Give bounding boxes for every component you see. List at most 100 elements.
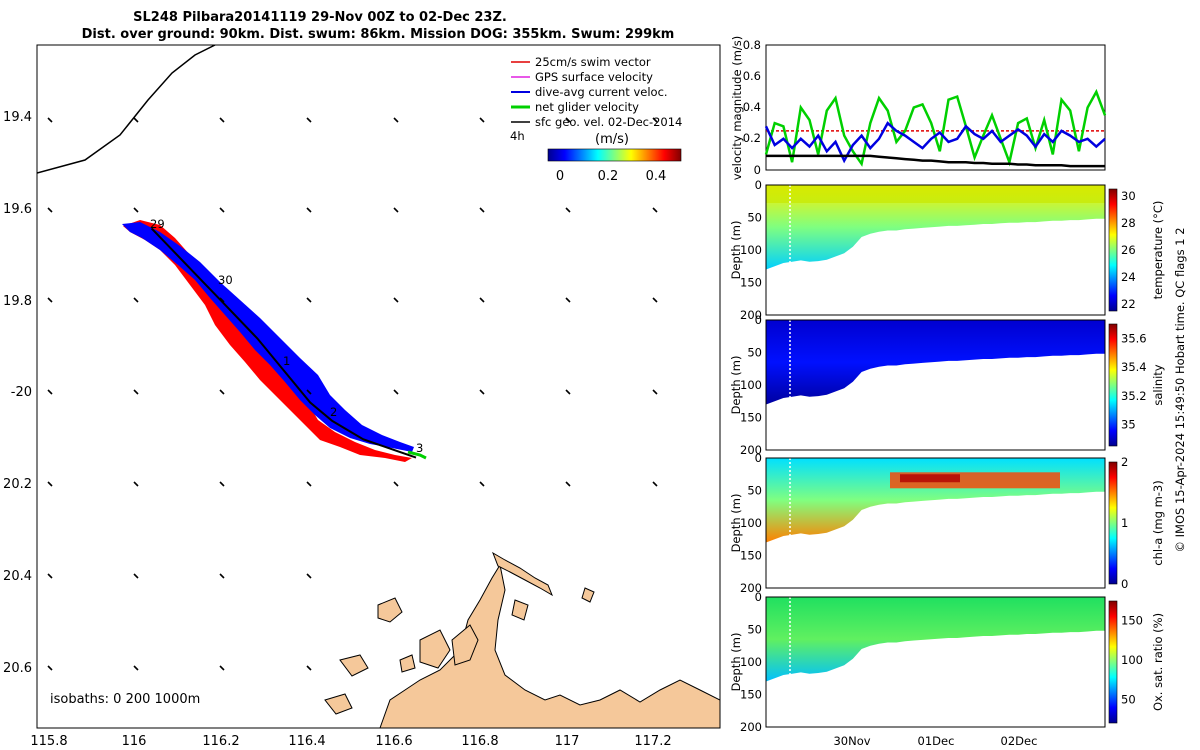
net-velocity-segment (407, 450, 427, 460)
section-y-label: Depth (m) (729, 221, 743, 280)
map-panel: 29 30 1 2 3 115.8 116 116.2 116.4 116.6 … (3, 44, 721, 749)
vel-y-label: velocity magnitude (m/s) (730, 36, 744, 181)
section-y-tick: 200 (740, 720, 762, 734)
geo-velocity-arrow (219, 207, 225, 213)
section-x-tick: 01Dec (918, 734, 955, 748)
geo-velocity-arrow (47, 389, 53, 395)
colorbar-tick: 35.4 (1121, 360, 1147, 374)
geo-velocity-arrow (306, 573, 312, 579)
velocity-series (764, 88, 1107, 168)
section-y-tick: 150 (740, 688, 762, 702)
geo-velocity-arrow (393, 117, 399, 123)
section-y-tick: 150 (740, 276, 762, 290)
colorbar-tick: 28 (1121, 216, 1136, 230)
geo-velocity-arrow (133, 207, 139, 213)
section-y-tick: 200 (740, 308, 762, 322)
map-frame (36, 44, 721, 729)
map-legend: 25cm/s swim vector GPS surface velocity … (510, 55, 682, 184)
colorbar-tick: 0 (1121, 577, 1128, 591)
section-water-column (766, 597, 1105, 682)
vel-y-tick: 0.4 (743, 100, 761, 114)
map-y-ticks: 19.4 19.6 19.8 -20 20.2 20.4 20.6 (3, 110, 32, 676)
geo-velocity-arrow (306, 389, 312, 395)
geo-velocity-arrow (652, 207, 658, 213)
geo-velocity-arrow (306, 117, 312, 123)
track-label-3: 3 (416, 441, 423, 455)
colorbar-tick: 0.2 (598, 169, 619, 184)
y-tick: 19.6 (3, 202, 32, 217)
land-islands (324, 551, 720, 728)
geo-velocity-arrow (652, 297, 658, 303)
section-y-label: Depth (m) (729, 494, 743, 553)
coastline-line (37, 45, 216, 174)
colorbar-tick: 150 (1121, 614, 1143, 628)
section-colorbar (1108, 188, 1118, 312)
section-y-tick: 100 (740, 378, 762, 392)
vel-y-tick: 0 (754, 163, 761, 177)
section-y-tick: 50 (747, 623, 762, 637)
x-tick: 115.8 (30, 734, 67, 749)
y-tick: 20.2 (3, 477, 32, 492)
geo-velocity-arrow (219, 389, 225, 395)
section-colorbar (1108, 323, 1118, 447)
section-y-tick: 50 (747, 346, 762, 360)
legend-label-net: net glider velocity (535, 100, 639, 114)
geo-velocity-arrow (133, 117, 139, 123)
section-y-label: Depth (m) (729, 356, 743, 415)
section-y-tick: 150 (740, 549, 762, 563)
colorbar-tick: 35 (1121, 417, 1136, 431)
track-label-2: 2 (330, 405, 337, 419)
geo-velocity-arrow (47, 207, 53, 213)
x-tick: 117 (555, 734, 580, 749)
colorbar-tick: 100 (1121, 653, 1143, 667)
geo-velocity-arrow (565, 207, 571, 213)
geo-velocity-arrow (306, 207, 312, 213)
colorbar-tick: 35.2 (1121, 389, 1147, 403)
x-tick: 116 (122, 734, 147, 749)
colorbar-label: salinity (1151, 364, 1165, 405)
swim-vector-track (123, 220, 412, 462)
geo-velocity-arrow (47, 665, 53, 671)
colorbar-tick: 50 (1121, 692, 1136, 706)
vel-y-tick: 0.8 (743, 38, 761, 52)
geo-velocity-arrow (652, 389, 658, 395)
section-frame (765, 184, 1106, 316)
geo-velocity-arrow (565, 481, 571, 487)
colorbar-label: chl-a (mg m-3) (1151, 480, 1165, 565)
legend-label-gps: GPS surface velocity (535, 70, 653, 84)
footer-text: © IMOS 15-Apr-2024 15:49:50 Hobart time.… (1173, 227, 1187, 552)
title-line-1: SL248 Pilbara20141119 29-Nov 00Z to 02-D… (133, 10, 507, 25)
x-tick: 116.2 (202, 734, 239, 749)
section-x-tick: 30Nov (833, 734, 870, 748)
geo-velocity-arrow (393, 481, 399, 487)
legend-label-geo: sfc geo. vel. 02-Dec-2014 (535, 115, 682, 129)
colorbar-tick: 35.6 (1121, 331, 1147, 345)
title-line-2: Dist. over ground: 90km. Dist. swum: 86k… (82, 27, 675, 42)
section-water-column (766, 320, 1105, 405)
track-label-29: 29 (150, 217, 165, 231)
isobaths-label: isobaths: 0 200 1000m (50, 692, 200, 707)
geo-velocity-arrow (479, 481, 485, 487)
geo-velocity-arrow (479, 389, 485, 395)
section-y-tick: 0 (755, 590, 762, 604)
geo-velocity-arrow (479, 207, 485, 213)
colorbar-tick: 22 (1121, 297, 1136, 311)
section-frame (765, 596, 1106, 728)
velocity-panel: 0 0.2 0.4 0.6 0.8 velocity magnitude (m/… (730, 36, 1107, 181)
colorbar-tick: 26 (1121, 243, 1136, 257)
vel-y-tick: 0.2 (743, 131, 761, 145)
section-y-tick: 200 (740, 581, 762, 595)
section-frame (765, 457, 1106, 589)
geo-velocity-arrow (652, 481, 658, 487)
geo-velocity-arrow (47, 481, 53, 487)
section-frame (765, 319, 1106, 451)
current-velocity-track (122, 222, 414, 452)
chl-max-core (900, 474, 960, 483)
y-tick: 20.6 (3, 661, 32, 676)
geo-velocity-arrow (565, 389, 571, 395)
track-label-1: 1 (283, 354, 290, 368)
map-background (37, 45, 720, 728)
glider-track-line (150, 227, 417, 459)
x-tick: 117.2 (634, 734, 671, 749)
